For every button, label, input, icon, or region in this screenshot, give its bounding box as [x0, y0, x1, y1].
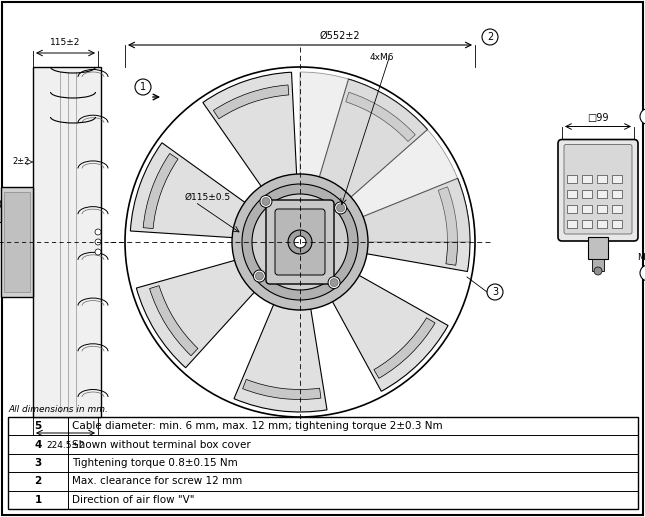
Wedge shape: [243, 379, 321, 400]
FancyBboxPatch shape: [266, 200, 334, 284]
Wedge shape: [374, 318, 435, 378]
FancyBboxPatch shape: [558, 140, 638, 241]
Bar: [597, 175, 607, 183]
Circle shape: [242, 184, 358, 300]
Text: All dimensions in mm.: All dimensions in mm.: [8, 405, 108, 414]
Bar: [612, 220, 622, 228]
Wedge shape: [203, 72, 297, 197]
Text: □99: □99: [587, 114, 609, 124]
Text: 2: 2: [487, 32, 493, 42]
Circle shape: [487, 284, 503, 300]
Bar: [567, 205, 577, 213]
Circle shape: [95, 249, 101, 255]
Circle shape: [0, 198, 1, 210]
Circle shape: [95, 239, 101, 245]
Text: 3: 3: [492, 287, 498, 297]
Bar: [582, 220, 592, 228]
Wedge shape: [315, 79, 428, 206]
Text: 3: 3: [34, 458, 42, 468]
Wedge shape: [234, 293, 327, 412]
Bar: [612, 205, 622, 213]
Text: M20x1.5: M20x1.5: [637, 252, 645, 262]
Wedge shape: [130, 143, 255, 238]
Bar: [567, 220, 577, 228]
Wedge shape: [351, 178, 470, 271]
FancyBboxPatch shape: [564, 144, 632, 234]
Text: 2: 2: [34, 476, 42, 486]
Circle shape: [288, 230, 312, 254]
Bar: [567, 175, 577, 183]
Bar: [0, 204, 1, 222]
Text: Tightening torque 0.8±0.15 Nm: Tightening torque 0.8±0.15 Nm: [72, 458, 238, 468]
Circle shape: [337, 204, 344, 212]
Text: 4xM6: 4xM6: [370, 53, 395, 62]
Circle shape: [255, 272, 263, 280]
Circle shape: [328, 277, 340, 288]
Bar: [582, 190, 592, 198]
Circle shape: [253, 270, 265, 282]
Wedge shape: [346, 92, 415, 142]
Text: 4: 4: [34, 439, 42, 450]
Circle shape: [232, 174, 368, 310]
Bar: [612, 190, 622, 198]
Circle shape: [294, 236, 306, 248]
FancyBboxPatch shape: [275, 209, 325, 275]
Text: Direction of air flow "V": Direction of air flow "V": [72, 495, 195, 505]
Text: Max. clearance for screw 12 mm: Max. clearance for screw 12 mm: [72, 476, 243, 486]
Text: Cable diameter: min. 6 mm, max. 12 mm; tightening torque 2±0.3 Nm: Cable diameter: min. 6 mm, max. 12 mm; t…: [72, 421, 442, 431]
Text: 5: 5: [34, 421, 42, 431]
Bar: [33, 67, 101, 417]
Circle shape: [594, 267, 602, 275]
Circle shape: [135, 79, 151, 95]
Bar: [597, 205, 607, 213]
Wedge shape: [143, 154, 178, 229]
Wedge shape: [136, 257, 263, 368]
Text: Ø115±0.5: Ø115±0.5: [185, 192, 231, 202]
Bar: [597, 190, 607, 198]
Bar: [582, 175, 592, 183]
Bar: [592, 259, 604, 271]
Bar: [597, 220, 607, 228]
Wedge shape: [213, 85, 289, 119]
Text: 224.5±2: 224.5±2: [46, 441, 84, 450]
Bar: [4, 192, 30, 292]
Text: VENTEL: VENTEL: [208, 300, 362, 334]
Bar: [567, 190, 577, 198]
Bar: [582, 205, 592, 213]
Text: 1: 1: [34, 495, 42, 505]
Text: 2±2: 2±2: [13, 158, 30, 166]
Bar: [588, 237, 608, 259]
Bar: [8, 417, 638, 509]
Circle shape: [260, 195, 272, 207]
Text: Ø552±2: Ø552±2: [320, 31, 361, 41]
Circle shape: [252, 194, 348, 290]
Bar: [612, 175, 622, 183]
Bar: [1, 187, 33, 297]
Text: 115±2: 115±2: [50, 38, 81, 47]
Circle shape: [95, 229, 101, 235]
Text: 1: 1: [140, 82, 146, 92]
Circle shape: [640, 265, 645, 281]
Circle shape: [125, 67, 475, 417]
Circle shape: [640, 109, 645, 125]
Wedge shape: [326, 269, 448, 391]
Wedge shape: [300, 72, 470, 242]
Circle shape: [262, 197, 270, 205]
Circle shape: [330, 279, 338, 286]
Wedge shape: [150, 286, 198, 356]
Text: Shown without terminal box cover: Shown without terminal box cover: [72, 439, 251, 450]
Circle shape: [482, 29, 498, 45]
Circle shape: [335, 202, 346, 214]
Wedge shape: [438, 187, 457, 265]
